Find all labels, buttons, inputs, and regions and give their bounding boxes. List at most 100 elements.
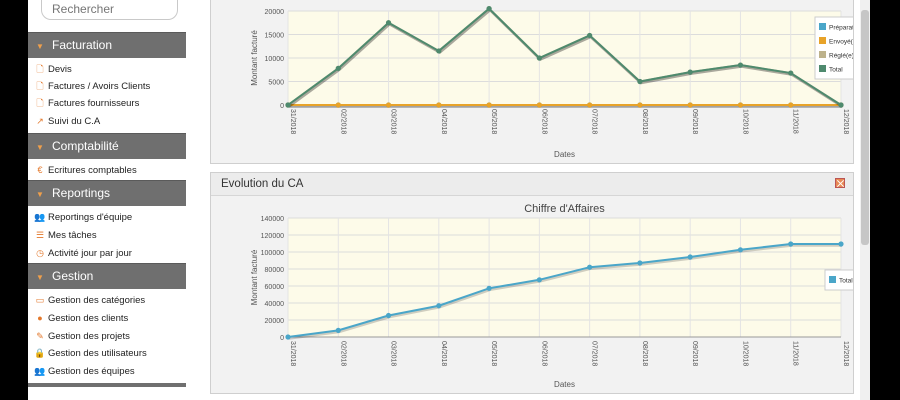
data-point (587, 264, 593, 270)
x-tick-label: 08/2018 (641, 341, 648, 366)
project-icon: ✎ (36, 331, 44, 341)
data-point (285, 334, 291, 340)
legend-swatch (819, 23, 826, 30)
section-label: Gestion (52, 269, 94, 283)
sidebar-item-categories[interactable]: ▭ Gestion des catégories (28, 291, 186, 309)
x-tick-label: 05/2018 (490, 341, 497, 366)
y-tick-label: 20000 (265, 318, 285, 325)
x-tick-label: 04/2018 (440, 109, 447, 134)
legend: Préparation Envoyé(e) Réglé(e) Total (814, 16, 853, 80)
sidebar-item-label: Gestion des projets (48, 331, 130, 342)
panel-evolution-ca: Evolution du CA 0 20000 40000 60000 80000 100… (210, 172, 854, 394)
data-point (385, 20, 392, 26)
data-point (788, 241, 794, 247)
y-tick-label: 15000 (265, 33, 285, 40)
data-point (536, 102, 542, 108)
sidebar-item-mes-taches[interactable]: ☰ Mes tâches (28, 226, 186, 244)
data-point (436, 303, 442, 309)
document-icon: 🗋 (36, 98, 44, 108)
section-reportings[interactable]: ▼ Reportings (28, 180, 186, 206)
legend-swatch (829, 276, 836, 283)
chart-line-icon: ↗ (36, 116, 44, 126)
data-point (436, 48, 442, 54)
lock-icon: 🔒 (34, 348, 46, 358)
data-point (486, 102, 492, 108)
legend-swatch (819, 51, 826, 58)
euro-icon: € (37, 165, 43, 175)
sidebar-item-label: Gestion des utilisateurs (48, 348, 147, 359)
y-tick-label: 10000 (265, 56, 285, 63)
sidebar-item-utilisateurs[interactable]: 🔒 Gestion des utilisateurs (28, 344, 186, 362)
y-tick-label: 120000 (261, 233, 284, 240)
data-point (737, 102, 744, 108)
data-point (536, 55, 542, 61)
data-point (385, 312, 392, 319)
data-point (587, 102, 593, 108)
panel-suivi-ca: 0 5000 10000 15000 20000 31/2018 02/2018 03/201… (210, 0, 854, 164)
sidebar-item-reportings-equipe[interactable]: 👥 Reportings d'équipe (28, 208, 186, 226)
data-point (637, 260, 643, 266)
x-tick-label: 02/2018 (339, 109, 346, 134)
data-point (838, 241, 844, 247)
sidebar-item-label: Ecritures comptables (48, 165, 137, 176)
data-point (436, 102, 442, 108)
sidebar-item-equipes[interactable]: 👥 Gestion des équipes (28, 362, 186, 380)
legend-swatch (819, 65, 826, 72)
folder-icon: ▭ (35, 295, 45, 305)
data-point (285, 102, 291, 108)
sidebar-item-label: Mes tâches (48, 230, 97, 241)
page-scrollbar[interactable] (860, 0, 870, 400)
sidebar-item-label: Gestion des équipes (48, 366, 135, 377)
sidebar-item-clients[interactable]: ● Gestion des clients (28, 309, 186, 327)
x-tick-label: 10/2018 (741, 109, 748, 134)
team-icon: 👥 (34, 212, 46, 222)
scrollbar-thumb[interactable] (861, 10, 869, 245)
data-point (687, 102, 693, 108)
x-tick-label: 11/2018 (792, 341, 799, 366)
sidebar-item-activite[interactable]: ◷ Activité jour par jour (28, 244, 186, 262)
series-shadow (288, 8, 843, 108)
search-box[interactable] (41, 0, 178, 20)
data-point (788, 70, 794, 76)
chart-title: Chiffre d'Affaires (524, 203, 605, 215)
data-point (335, 327, 341, 333)
y-tick-label: 80000 (265, 267, 285, 274)
data-point (486, 6, 492, 12)
section-gestion[interactable]: ▼ Gestion (28, 263, 186, 289)
x-axis-label: Dates (554, 380, 575, 389)
sidebar-item-factures-fournisseurs[interactable]: 🗋 Factures fournisseurs (28, 94, 186, 112)
sidebar-item-projets[interactable]: ✎ Gestion des projets (28, 327, 186, 345)
sidebar-item-devis[interactable]: 🗋 Devis (28, 60, 186, 78)
clock-icon: ◷ (36, 248, 44, 258)
y-tick-label: 60000 (265, 284, 285, 291)
x-tick-label: 10/2018 (741, 341, 748, 366)
series-shadow (288, 8, 843, 108)
sidebar-item-factures-clients[interactable]: 🗋 Factures / Avoirs Clients (28, 77, 186, 95)
y-tick-label: 0 (280, 103, 284, 110)
y-axis-label: Montant facturé (250, 249, 259, 305)
section-comptabilite[interactable]: ▼ Comptabilité (28, 133, 186, 159)
x-tick-label: 02/2018 (339, 341, 346, 366)
section-facturation[interactable]: ▼ Facturation (28, 32, 186, 58)
caret-down-icon: ▼ (36, 190, 44, 199)
chart-2: 0 20000 40000 60000 80000 100000 120000 140000 3… (250, 203, 853, 389)
section-label: Comptabilité (52, 139, 119, 153)
legend-label: Total (839, 278, 853, 285)
sidebar-item-ecritures[interactable]: € Ecritures comptables (28, 161, 186, 179)
data-point (687, 69, 693, 75)
chart-1: 0 5000 10000 15000 20000 31/2018 02/2018 03/201… (250, 6, 853, 159)
sidebar-item-suivi-ca[interactable]: ↗ Suivi du C.A (28, 112, 186, 130)
sidebar-item-label: Activité jour par jour (48, 248, 132, 259)
x-tick-label: 05/2018 (490, 109, 497, 134)
close-icon[interactable] (835, 178, 845, 188)
legend-label: Envoyé(e) (829, 39, 853, 46)
screen-border (870, 0, 900, 400)
x-tick-label: 08/2018 (641, 109, 648, 134)
y-tick-label: 0 (280, 335, 284, 342)
sidebar-footer-bar (28, 383, 186, 387)
x-tick-label: 31/2018 (289, 109, 296, 134)
user-icon: ● (37, 313, 43, 323)
sidebar: ▼ Facturation 🗋 Devis 🗋 Factures / Avoirs C… (28, 0, 186, 400)
search-input[interactable] (50, 1, 174, 17)
data-point (687, 254, 693, 260)
